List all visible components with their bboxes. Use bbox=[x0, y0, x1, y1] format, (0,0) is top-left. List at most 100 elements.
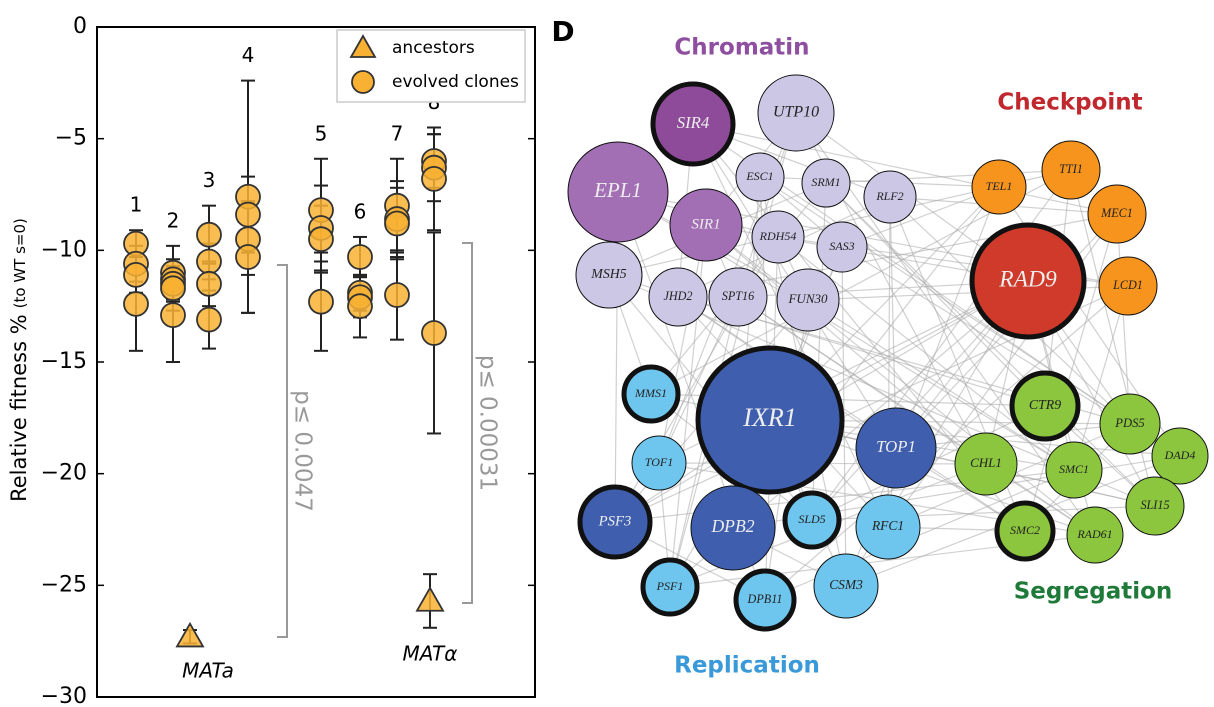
network-node bbox=[640, 557, 700, 617]
network-node bbox=[567, 141, 669, 243]
y-tick-label: −15 bbox=[41, 349, 87, 374]
node-label: PSF1 bbox=[656, 579, 684, 593]
clone-point bbox=[308, 226, 334, 253]
network-edge bbox=[1116, 213, 1131, 425]
p-value-label: p≤ 0.0047 bbox=[290, 390, 316, 512]
network-edge bbox=[658, 296, 739, 464]
group-title: Replication bbox=[674, 653, 820, 679]
network-node bbox=[650, 81, 736, 167]
network-node bbox=[751, 210, 805, 264]
node-label: DAD4 bbox=[1164, 448, 1196, 462]
network-edge bbox=[692, 123, 1118, 215]
panel-letter: D bbox=[551, 15, 574, 48]
clone-point bbox=[160, 302, 186, 329]
node-label: DPB11 bbox=[747, 592, 783, 606]
group-label: 4 bbox=[242, 43, 255, 67]
node-label: RAD9 bbox=[998, 266, 1057, 292]
clone-point bbox=[123, 261, 149, 288]
network-node bbox=[669, 188, 743, 262]
network-node bbox=[855, 494, 921, 560]
network-edge bbox=[807, 299, 1075, 471]
node-label: EPL1 bbox=[593, 178, 642, 202]
clone-point bbox=[196, 270, 222, 297]
group-label: 7 bbox=[391, 121, 404, 145]
network-node bbox=[1009, 370, 1081, 442]
clone-point bbox=[347, 244, 373, 270]
network-node bbox=[733, 568, 797, 632]
network-node bbox=[1098, 256, 1158, 316]
legend-label: ancestors bbox=[392, 38, 475, 58]
y-tick-label: −30 bbox=[41, 684, 87, 707]
node-label: IXR1 bbox=[742, 403, 796, 432]
network-node bbox=[776, 268, 840, 332]
significance-bracket bbox=[277, 264, 288, 638]
node-label: TOP1 bbox=[876, 437, 916, 456]
node-label: CTR9 bbox=[1029, 397, 1061, 412]
clone-point bbox=[384, 210, 410, 237]
group-title: Checkpoint bbox=[997, 90, 1142, 116]
network-node bbox=[782, 490, 842, 550]
clone-point bbox=[308, 288, 334, 315]
network-node bbox=[695, 345, 845, 495]
y-tick-label: −10 bbox=[41, 237, 87, 262]
y-axis-label: Relative fitness % (to WT s=0) bbox=[7, 218, 31, 502]
node-label: SLD5 bbox=[798, 512, 825, 526]
network-node bbox=[631, 435, 687, 491]
clone-point bbox=[123, 291, 149, 317]
node-label: RDH54 bbox=[759, 229, 797, 243]
ancestor-label: MATa bbox=[182, 659, 234, 683]
node-label: SIR1 bbox=[691, 216, 720, 232]
node-label: SRM1 bbox=[811, 175, 840, 189]
node-label: JHD2 bbox=[663, 289, 692, 303]
node-label: DPB2 bbox=[710, 516, 754, 536]
network-node bbox=[816, 221, 868, 273]
y-axis-label-main: Relative fitness % bbox=[7, 314, 31, 502]
node-label: MMS1 bbox=[634, 386, 667, 400]
network-node bbox=[735, 152, 785, 202]
network-node bbox=[621, 364, 681, 424]
network-node bbox=[1099, 393, 1161, 455]
network-edge bbox=[677, 296, 1026, 532]
legend-box bbox=[336, 29, 526, 103]
node-label: CSM3 bbox=[829, 577, 863, 592]
y-tick-label: 0 bbox=[73, 14, 87, 39]
network-node bbox=[1151, 427, 1209, 485]
network-node bbox=[708, 267, 768, 327]
network-node bbox=[1041, 140, 1101, 200]
node-label: PSF3 bbox=[598, 513, 632, 529]
network-node bbox=[954, 432, 1018, 496]
node-label: SMC1 bbox=[1059, 462, 1089, 476]
node-label: SIR4 bbox=[677, 113, 710, 132]
node-label: MEC1 bbox=[1100, 206, 1133, 220]
y-tick-label: −5 bbox=[55, 126, 87, 151]
network-edge bbox=[825, 169, 1072, 184]
network-node bbox=[1066, 506, 1124, 564]
p-value-label: p≤ 0.00031 bbox=[475, 355, 501, 491]
legend-marker bbox=[351, 70, 375, 94]
node-label: RLF2 bbox=[875, 189, 903, 203]
network-edge bbox=[658, 224, 707, 464]
node-label: FUN30 bbox=[787, 291, 828, 306]
node-label: UTP10 bbox=[773, 104, 819, 121]
network-node bbox=[801, 158, 851, 208]
significance-bracket bbox=[462, 242, 473, 604]
group-label: 2 bbox=[167, 208, 180, 232]
node-label: TTI1 bbox=[1059, 162, 1083, 176]
node-label: SPT16 bbox=[722, 289, 755, 303]
network-node bbox=[1087, 184, 1147, 244]
node-label: RFC1 bbox=[871, 518, 904, 533]
network-node bbox=[994, 500, 1056, 562]
network-edge bbox=[705, 224, 1096, 536]
clone-point bbox=[421, 165, 447, 192]
node-label: SAS3 bbox=[829, 239, 854, 253]
clone-point bbox=[196, 306, 222, 333]
network-node bbox=[577, 484, 653, 560]
ancestor-point bbox=[415, 586, 445, 612]
y-axis-label-note: (to WT s=0) bbox=[11, 218, 29, 308]
network-edge bbox=[841, 186, 1000, 248]
network-node bbox=[971, 159, 1027, 215]
legend-marker bbox=[349, 34, 377, 58]
clone-point bbox=[196, 248, 222, 275]
network-node bbox=[1125, 476, 1185, 536]
